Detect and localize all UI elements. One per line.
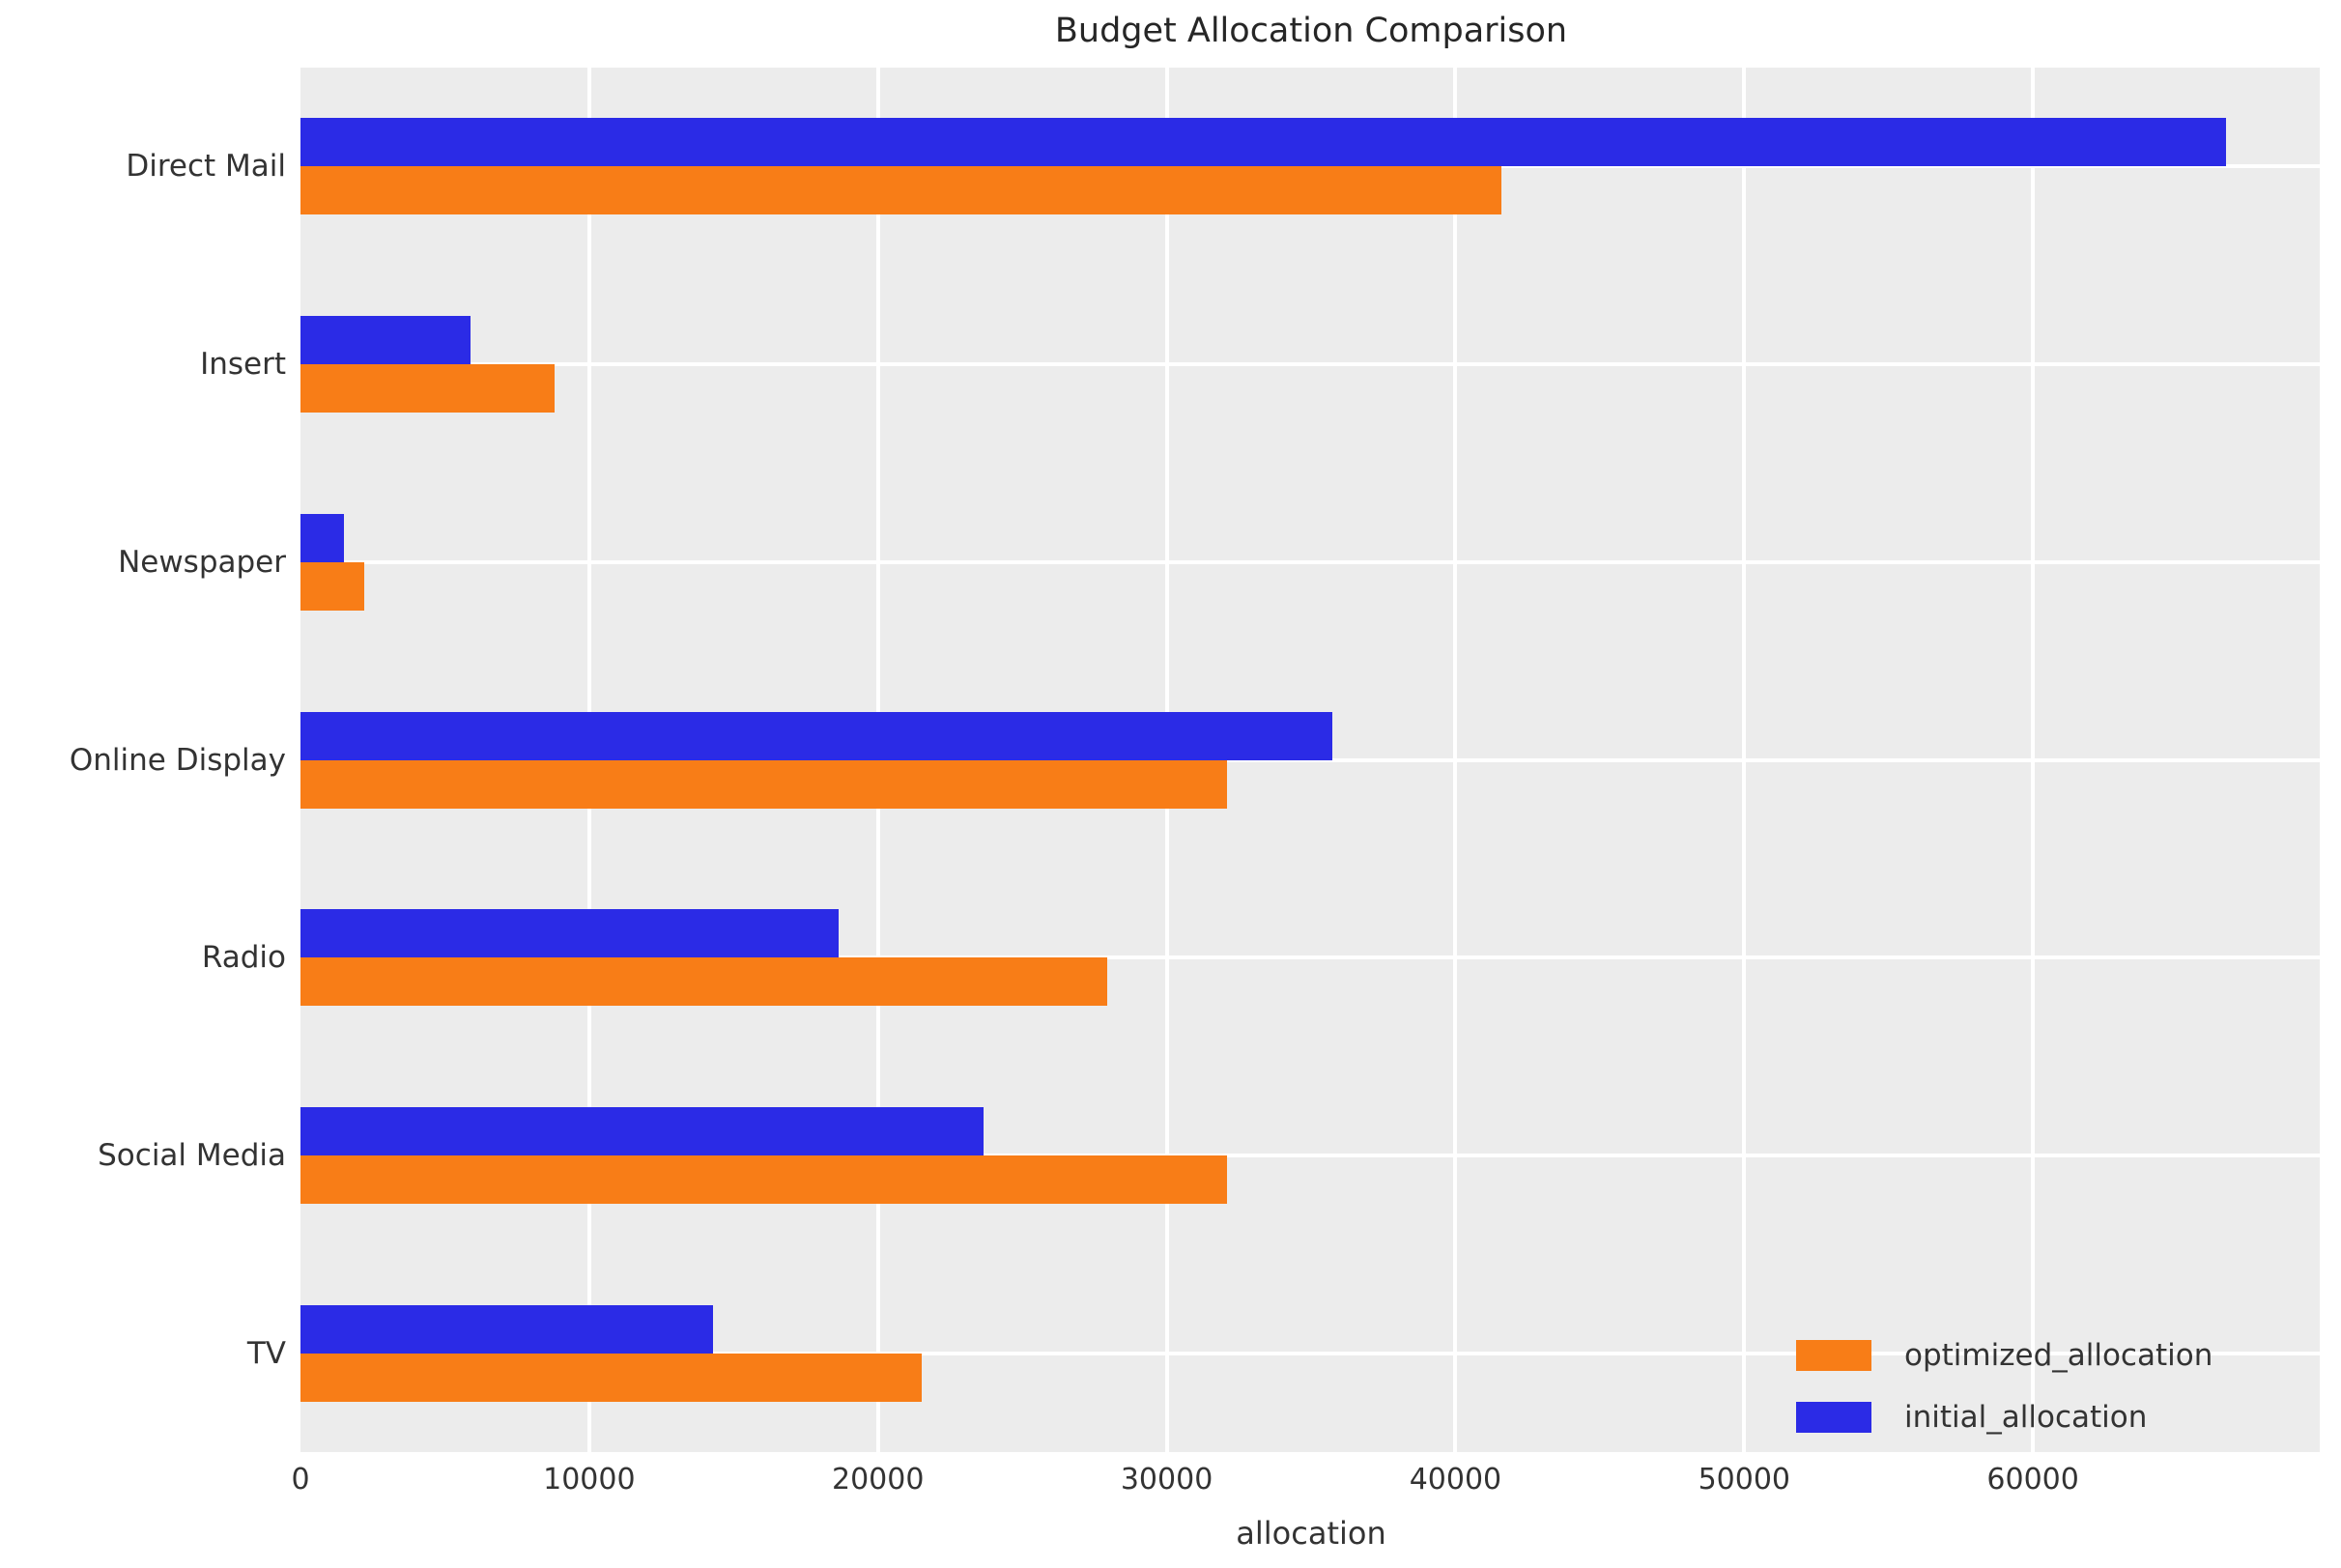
gridline-y-online-display bbox=[300, 757, 2322, 762]
y-tick-label-insert: Insert bbox=[200, 347, 286, 383]
bar-optimized-allocation-radio bbox=[300, 957, 1108, 1007]
legend-swatch-optimized bbox=[1796, 1340, 1871, 1371]
bar-optimized-allocation-insert bbox=[300, 364, 555, 413]
bar-optimized-allocation-tv bbox=[300, 1353, 922, 1402]
plot-area bbox=[300, 68, 2322, 1452]
gridline-y-tv bbox=[300, 1351, 2322, 1355]
legend-label-optimized: optimized_allocation bbox=[1904, 1338, 2213, 1373]
bar-optimized-allocation-online-display bbox=[300, 759, 1228, 809]
y-tick-label-tv: TV bbox=[246, 1335, 286, 1371]
bar-initial-allocation-insert bbox=[300, 316, 471, 365]
x-tick-label-60000: 60000 bbox=[1986, 1463, 2079, 1497]
bar-initial-allocation-direct-mail bbox=[300, 118, 2227, 167]
bar-optimized-allocation-social-media bbox=[300, 1155, 1228, 1204]
legend: optimized_allocation initial_allocation bbox=[1796, 1325, 2213, 1448]
chart-title: Budget Allocation Comparison bbox=[1054, 12, 1568, 50]
legend-swatch-initial bbox=[1796, 1402, 1871, 1433]
y-tick-label-newspaper: Newspaper bbox=[118, 544, 286, 580]
bar-initial-allocation-tv bbox=[300, 1304, 714, 1354]
x-tick-label-0: 0 bbox=[291, 1463, 310, 1497]
x-tick-label-10000: 10000 bbox=[543, 1463, 636, 1497]
legend-label-initial: initial_allocation bbox=[1904, 1400, 2148, 1435]
x-tick-label-50000: 50000 bbox=[1698, 1463, 1790, 1497]
y-tick-label-direct-mail: Direct Mail bbox=[126, 149, 286, 185]
legend-row-initial: initial_allocation bbox=[1796, 1386, 2213, 1448]
gridline-y-radio bbox=[300, 955, 2322, 960]
y-tick-label-social-media: Social Media bbox=[98, 1137, 286, 1173]
x-axis-title: allocation bbox=[1236, 1515, 1386, 1552]
y-tick-label-radio: Radio bbox=[201, 940, 286, 976]
bar-initial-allocation-newspaper bbox=[300, 513, 344, 562]
x-tick-label-20000: 20000 bbox=[831, 1463, 925, 1497]
y-tick-label-online-display: Online Display bbox=[69, 742, 286, 778]
bar-initial-allocation-radio bbox=[300, 909, 840, 958]
gridline-y-newspaper bbox=[300, 559, 2322, 564]
bar-initial-allocation-social-media bbox=[300, 1106, 984, 1155]
bar-optimized-allocation-newspaper bbox=[300, 561, 364, 611]
x-tick-label-40000: 40000 bbox=[1409, 1463, 1502, 1497]
gridline-y-social-media bbox=[300, 1153, 2322, 1157]
gridline-y-insert bbox=[300, 362, 2322, 367]
x-tick-label-30000: 30000 bbox=[1120, 1463, 1213, 1497]
bar-initial-allocation-online-display bbox=[300, 711, 1333, 760]
legend-row-optimized: optimized_allocation bbox=[1796, 1325, 2213, 1386]
bar-optimized-allocation-direct-mail bbox=[300, 166, 1502, 215]
